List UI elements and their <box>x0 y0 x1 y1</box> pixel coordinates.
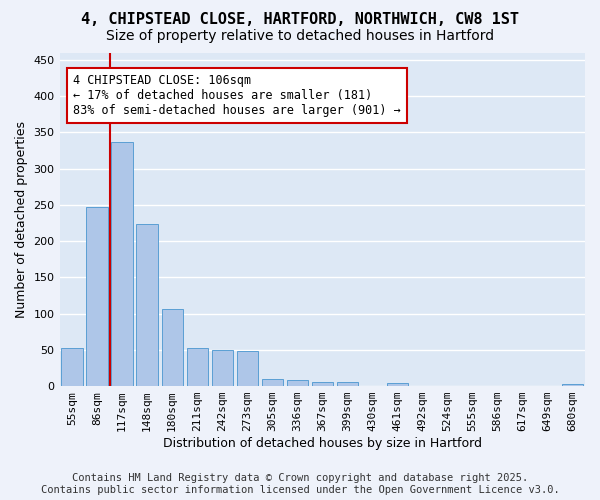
Bar <box>387 383 408 386</box>
Bar <box>136 224 158 386</box>
X-axis label: Distribution of detached houses by size in Hartford: Distribution of detached houses by size … <box>163 437 482 450</box>
Text: Size of property relative to detached houses in Hartford: Size of property relative to detached ho… <box>106 29 494 43</box>
Bar <box>112 142 133 386</box>
Bar <box>311 382 333 386</box>
Text: 4, CHIPSTEAD CLOSE, HARTFORD, NORTHWICH, CW8 1ST: 4, CHIPSTEAD CLOSE, HARTFORD, NORTHWICH,… <box>81 12 519 28</box>
Text: Contains HM Land Registry data © Crown copyright and database right 2025.
Contai: Contains HM Land Registry data © Crown c… <box>41 474 559 495</box>
Bar <box>337 382 358 386</box>
Bar <box>562 384 583 386</box>
Bar <box>86 207 108 386</box>
Bar <box>262 379 283 386</box>
Text: 4 CHIPSTEAD CLOSE: 106sqm
← 17% of detached houses are smaller (181)
83% of semi: 4 CHIPSTEAD CLOSE: 106sqm ← 17% of detac… <box>73 74 401 118</box>
Bar <box>236 350 258 386</box>
Bar <box>61 348 83 386</box>
Y-axis label: Number of detached properties: Number of detached properties <box>15 121 28 318</box>
Bar <box>212 350 233 386</box>
Bar <box>287 380 308 386</box>
Bar <box>187 348 208 386</box>
Bar <box>161 309 183 386</box>
